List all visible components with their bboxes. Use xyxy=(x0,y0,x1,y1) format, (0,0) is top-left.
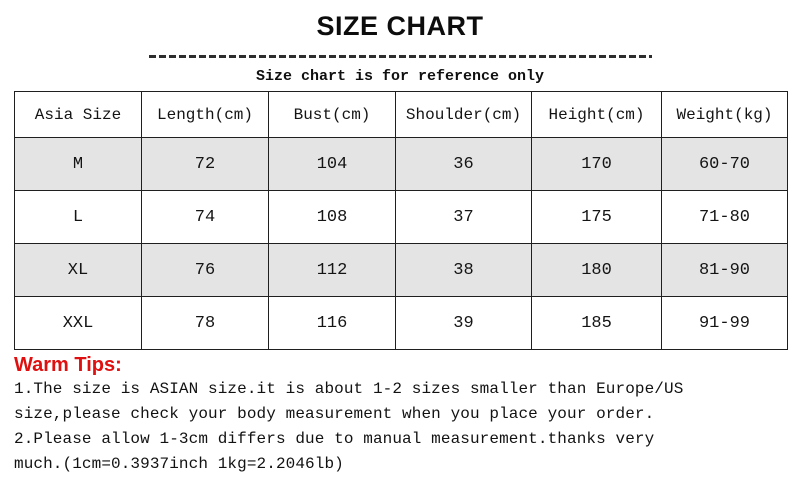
table-cell: 76 xyxy=(141,243,269,297)
table-cell: 81-90 xyxy=(661,243,788,297)
table-cell: 74 xyxy=(141,190,269,244)
table-cell: 185 xyxy=(531,296,662,350)
table-cell: 60-70 xyxy=(661,137,788,191)
table-cell: 78 xyxy=(141,296,269,350)
table-cell: 180 xyxy=(531,243,662,297)
warm-tips-heading: Warm Tips: xyxy=(14,354,122,376)
table-cell: 175 xyxy=(531,190,662,244)
tip-line-2: size,please check your body measurement … xyxy=(14,405,655,423)
column-header-weight: Weight(kg) xyxy=(661,91,788,138)
warm-tips-section: Warm Tips: 1.The size is ASIAN size.it i… xyxy=(14,353,786,477)
table-cell: 91-99 xyxy=(661,296,788,350)
table-row-xl: XL 76 112 38 180 81-90 xyxy=(14,243,788,297)
tip-line-3: 2.Please allow 1-3cm differs due to manu… xyxy=(14,430,655,448)
table-cell: 170 xyxy=(531,137,662,191)
table-cell: 39 xyxy=(395,296,532,350)
table-cell: 71-80 xyxy=(661,190,788,244)
dashed-separator xyxy=(148,55,652,58)
table-cell: 112 xyxy=(268,243,396,297)
page-title: SIZE CHART xyxy=(316,11,484,41)
table-cell: 104 xyxy=(268,137,396,191)
column-header-height: Height(cm) xyxy=(531,91,662,138)
table-cell: 37 xyxy=(395,190,532,244)
column-header-length: Length(cm) xyxy=(141,91,269,138)
size-label-cell: XXL xyxy=(14,296,142,350)
table-cell: 38 xyxy=(395,243,532,297)
table-header-row: Asia Size Length(cm) Bust(cm) Shoulder(c… xyxy=(14,91,788,138)
tip-line-1: 1.The size is ASIAN size.it is about 1-2… xyxy=(14,380,684,398)
table-row-l: L 74 108 37 175 71-80 xyxy=(14,190,788,244)
table-cell: 116 xyxy=(268,296,396,350)
size-table: Asia Size Length(cm) Bust(cm) Shoulder(c… xyxy=(14,91,788,350)
tip-line-4: much.(1cm=0.3937inch 1kg=2.2046lb) xyxy=(14,455,344,473)
table-cell: 36 xyxy=(395,137,532,191)
column-header-bust: Bust(cm) xyxy=(268,91,396,138)
reference-note: Size chart is for reference only xyxy=(255,68,545,85)
size-label-cell: XL xyxy=(14,243,142,297)
table-row-m: M 72 104 36 170 60-70 xyxy=(14,137,788,191)
table-cell: 108 xyxy=(268,190,396,244)
size-label-cell: M xyxy=(14,137,142,191)
table-row-xxl: XXL 78 116 39 185 91-99 xyxy=(14,296,788,350)
column-header-asia-size: Asia Size xyxy=(14,91,142,138)
size-label-cell: L xyxy=(14,190,142,244)
table-cell: 72 xyxy=(141,137,269,191)
column-header-shoulder: Shoulder(cm) xyxy=(395,91,532,138)
